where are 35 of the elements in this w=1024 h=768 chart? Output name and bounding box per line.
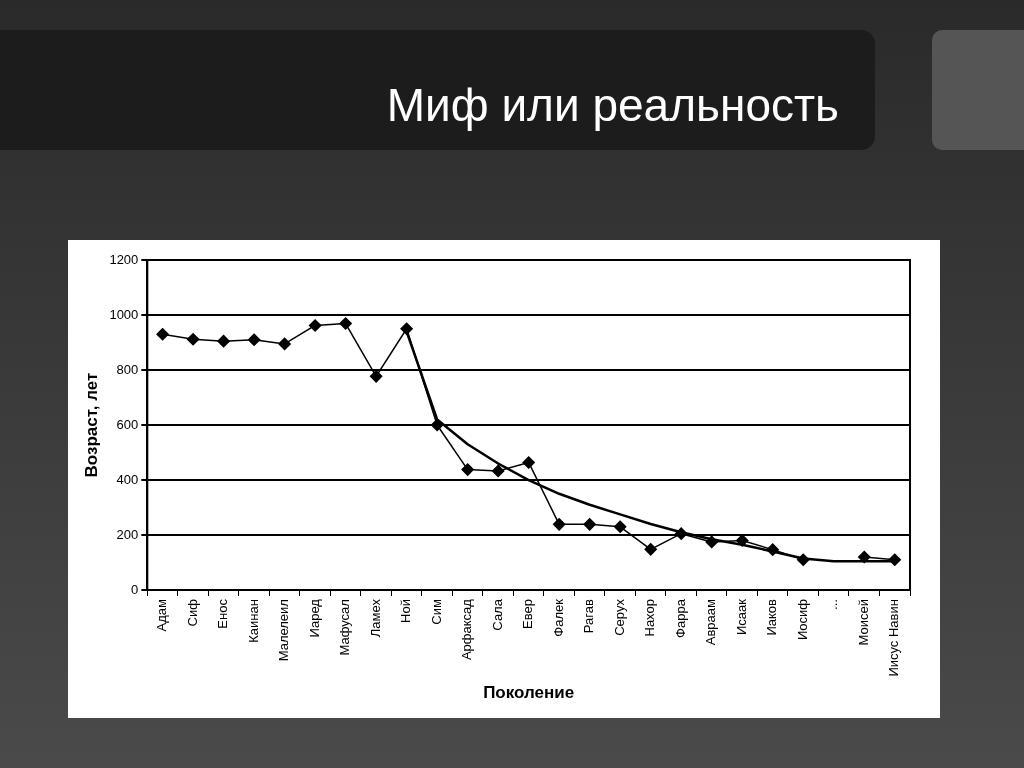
x-axis-title: Поколение	[483, 683, 575, 703]
x-tick-label: Иосиф	[794, 598, 810, 641]
y-tick-label: 200	[116, 526, 139, 542]
x-tick-label: Евер	[520, 599, 536, 629]
x-tick-label: Рагав	[581, 598, 597, 634]
x-tick-label: Моисей	[855, 599, 871, 646]
y-tick-label: 800	[116, 361, 139, 377]
x-tick-label: Иисус Навин	[886, 599, 902, 677]
x-tick-label: Сим	[428, 599, 444, 625]
x-tick-label: Нахор	[642, 599, 658, 637]
x-tick-label: Авраам	[703, 599, 719, 646]
chart-title: Миф или реальность	[386, 78, 839, 132]
x-tick-label: Арфаксад	[459, 598, 475, 661]
x-tick-label: Сала	[489, 598, 505, 631]
x-tick-label: Каинан	[245, 599, 261, 643]
y-tick-label: 600	[116, 416, 139, 432]
y-tick-label: 1000	[109, 306, 139, 322]
x-tick-label: Адам	[154, 599, 170, 632]
y-tick-label: 400	[116, 471, 139, 487]
x-tick-label: Серух	[611, 598, 627, 636]
y-tick-label: 0	[131, 581, 139, 597]
x-tick-label: Иаков	[764, 598, 780, 636]
x-tick-label: Ламех	[367, 598, 383, 638]
x-tick-label: Иаред	[306, 598, 322, 638]
x-tick-label: Сиф	[184, 598, 200, 627]
x-tick-label: Фарра	[672, 598, 688, 638]
x-tick-label: Малелеил	[276, 599, 292, 662]
x-tick-label: Мафусал	[337, 599, 353, 656]
y-axis-title: Возраст, лет	[81, 372, 101, 478]
x-tick-label: ...	[825, 599, 841, 610]
x-tick-label: Ной	[398, 599, 414, 623]
x-tick-label: Исаак	[733, 598, 749, 636]
x-tick-label: Фалек	[550, 598, 566, 637]
y-tick-label: 1200	[109, 251, 139, 267]
x-tick-label: Енос	[215, 598, 231, 629]
